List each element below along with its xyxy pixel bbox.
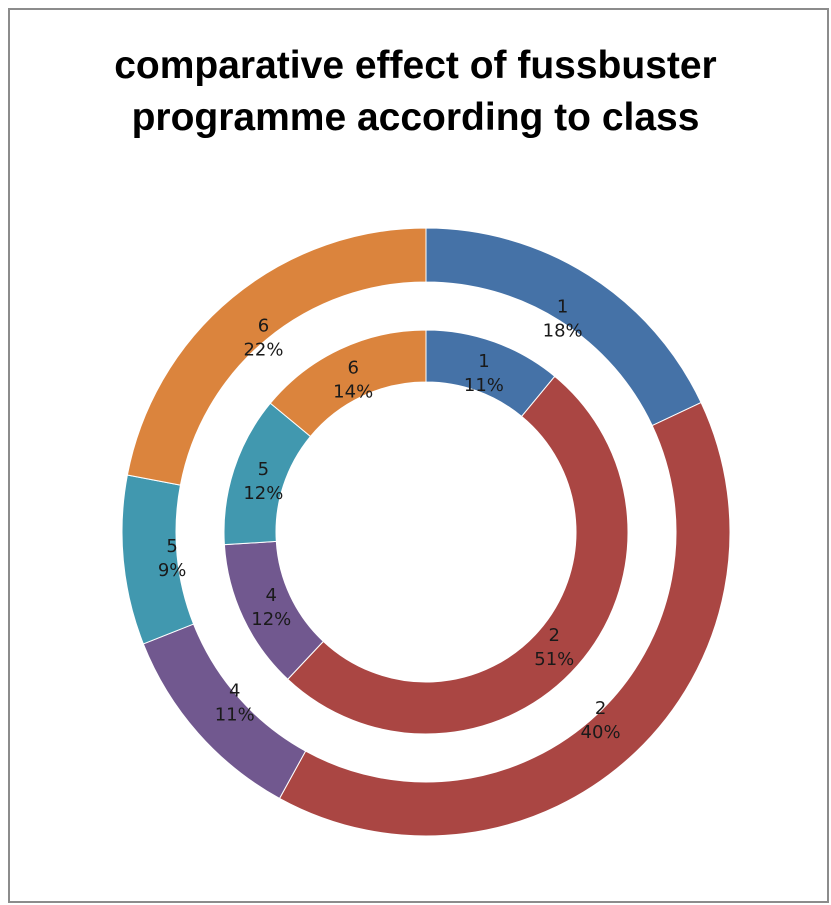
chart-title-line-2: programme according to class (131, 96, 700, 139)
outer-ring-label-2: 2 40% (581, 698, 621, 743)
inner-ring-label-2: 2 51% (534, 625, 574, 670)
inner-ring-slice-2 (287, 375, 629, 735)
inner-ring-slice-6 (269, 329, 427, 438)
outer-ring-slice-2 (278, 401, 731, 837)
outer-ring-slice-6 (126, 227, 427, 486)
inner-ring-label-6: 6 14% (333, 357, 373, 402)
outer-ring-label-5: 5 9% (158, 536, 187, 581)
inner-ring-label-1: 1 11% (464, 351, 504, 396)
outer-ring-label-6: 6 22% (243, 316, 283, 361)
outer-ring-label-4: 4 11% (215, 681, 255, 726)
inner-ring-label-5: 5 12% (243, 459, 283, 504)
inner-ring-label-4: 4 12% (251, 585, 291, 630)
chart-title-line-1: comparative effect of fussbuster (114, 44, 717, 87)
outer-ring-label-1: 1 18% (543, 297, 583, 342)
chart-title: comparative effect of fussbuster program… (0, 40, 831, 144)
